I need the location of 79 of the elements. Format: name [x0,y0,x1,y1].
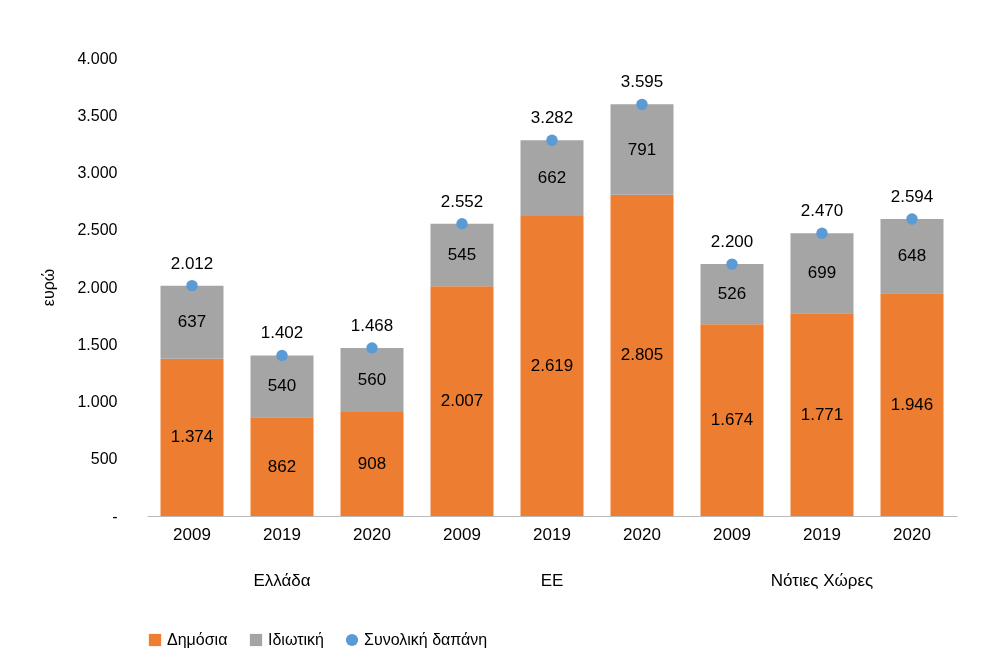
bar [610,104,674,195]
x-tick-label: 2020 [623,524,661,544]
data-label: 637 [177,312,207,332]
data-label: 526 [717,284,747,304]
x-tick-label: 2019 [803,524,841,544]
data-label: 540 [267,376,297,396]
x-tick-label: 2019 [263,524,301,544]
legend-label: Συνολική δαπάνη [364,631,488,648]
legend-label: Δημόσια [167,631,228,648]
bar [340,347,404,413]
data-label: 3.595 [620,72,664,92]
bar [250,355,314,418]
data-label: 2.012 [170,253,214,273]
data-label: 2.200 [710,232,754,252]
point [816,227,828,239]
point [636,98,648,111]
text: Ελλάδα [253,571,311,590]
data-label: 1.674 [710,410,754,430]
data-label: 2.007 [440,391,484,411]
x-tick-label: 2009 [173,524,211,544]
data-label: 908 [357,454,387,474]
data-label: 791 [627,139,657,159]
point [726,258,738,270]
bar [340,412,404,516]
x-tick-label: 2009 [713,524,751,544]
bar [880,218,944,294]
point [366,342,378,354]
y-tick-label: 2.000 [77,278,118,296]
y-tick-label: 1.500 [77,335,118,353]
data-label: 699 [807,263,837,283]
data-label: 2.619 [530,356,574,376]
text: Νότιες Χώρες [770,571,874,590]
point [276,349,288,362]
data-label: 545 [447,245,477,264]
bar [880,293,944,516]
y-tick-label: 1.000 [77,393,118,410]
data-label: 1.771 [800,404,844,424]
bar [160,285,224,359]
data-label: 862 [267,456,297,476]
y-tick-label: 500 [90,450,118,468]
x-tick-label: 2009 [443,524,481,544]
y-axis-title: ευρώ [40,268,58,307]
data-label: 1.374 [170,427,214,447]
y-tick-label: 4.000 [77,49,118,67]
legend-label: Ιδιωτική [268,631,324,648]
point [186,279,198,292]
bar [790,233,854,314]
data-label: 1.946 [890,394,934,414]
y-tick-label: 3.500 [77,106,118,124]
data-label: 1.468 [350,315,394,335]
bar [250,417,314,516]
data-label: 2.805 [620,345,664,365]
point [456,218,468,230]
data-label: 1.402 [260,323,304,343]
x-tick-label: 2020 [353,524,391,544]
bar [430,223,494,287]
point [906,213,918,225]
bar [160,358,224,516]
data-label: 560 [357,369,387,389]
data-label: 3.282 [530,108,574,128]
data-label: 2.552 [440,191,484,211]
bar [790,313,854,516]
point [546,134,558,146]
bar [700,324,764,516]
y-tick-label: - [112,507,118,525]
x-tick-label: 2019 [533,524,571,544]
x-tick-label: 2020 [893,524,931,544]
y-tick-label: 2.500 [77,221,118,239]
text: ΕΕ [540,571,564,590]
data-label: 648 [897,246,927,266]
bar [520,140,584,217]
bar [610,194,674,516]
bar [700,264,764,325]
data-label: 2.470 [800,201,844,221]
bar [430,286,494,516]
bar [520,216,584,516]
data-label: 2.594 [890,186,934,206]
y-tick-label: 3.000 [77,164,118,181]
data-label: 662 [537,168,567,188]
